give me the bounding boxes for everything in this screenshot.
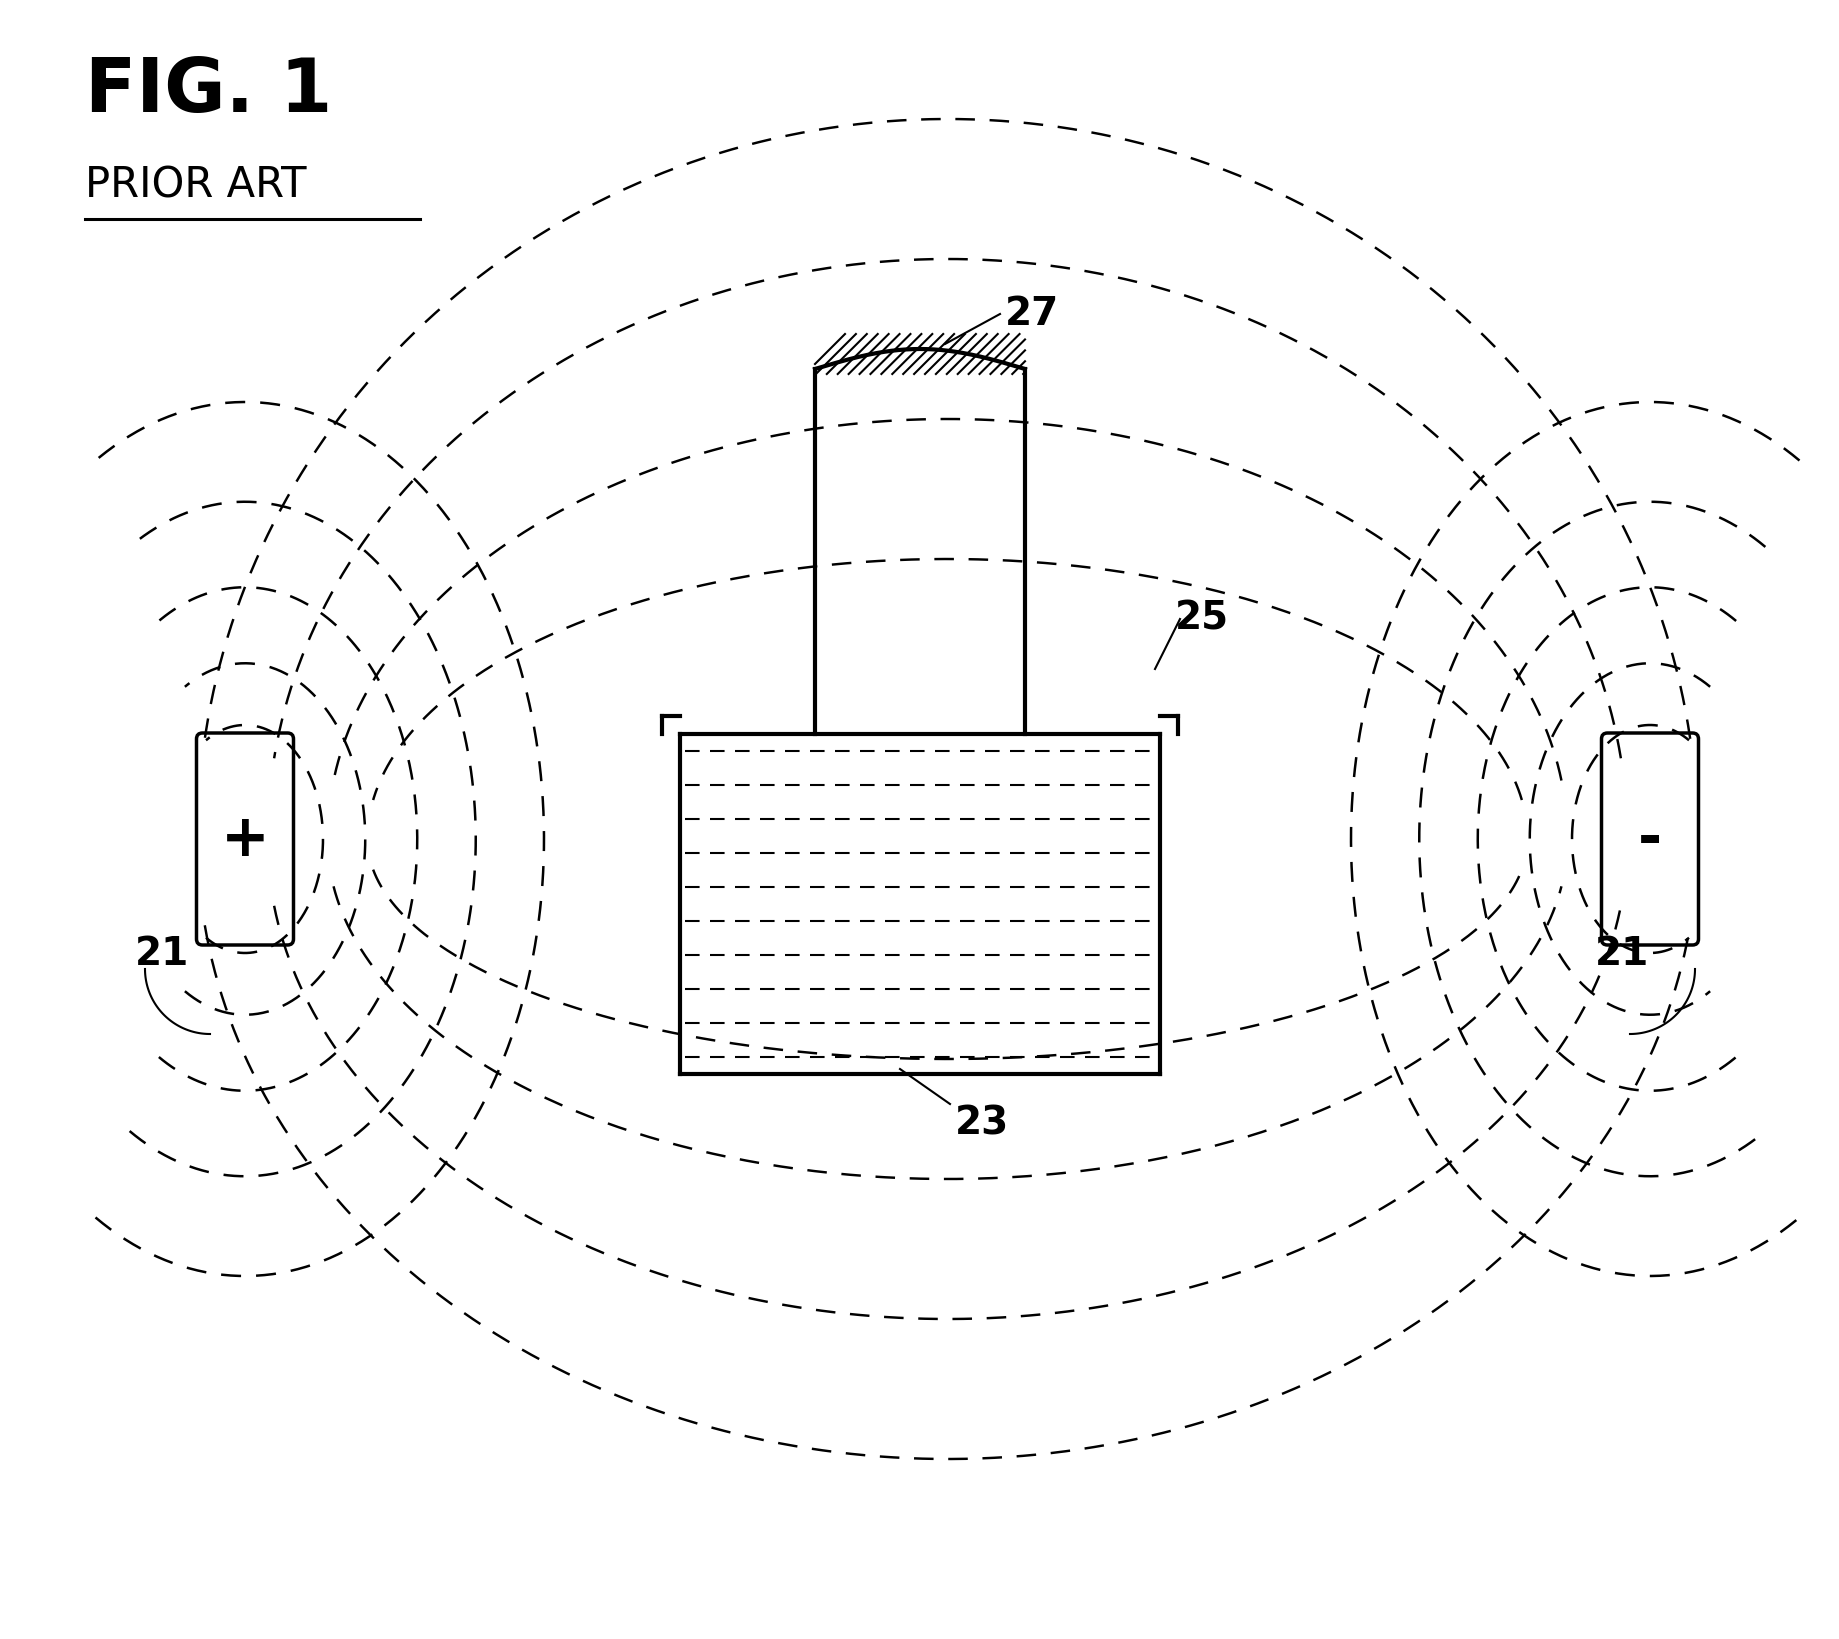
FancyBboxPatch shape [197, 734, 294, 946]
Text: FIG. 1: FIG. 1 [85, 56, 333, 128]
Text: 25: 25 [1175, 600, 1228, 638]
Text: 27: 27 [1004, 295, 1059, 333]
Text: PRIOR ART: PRIOR ART [85, 166, 307, 207]
Text: 21: 21 [1594, 934, 1650, 972]
FancyBboxPatch shape [1602, 734, 1699, 946]
Text: 23: 23 [954, 1105, 1010, 1142]
Text: +: + [221, 811, 268, 869]
Text: -: - [1639, 811, 1662, 869]
Text: 21: 21 [134, 934, 189, 972]
